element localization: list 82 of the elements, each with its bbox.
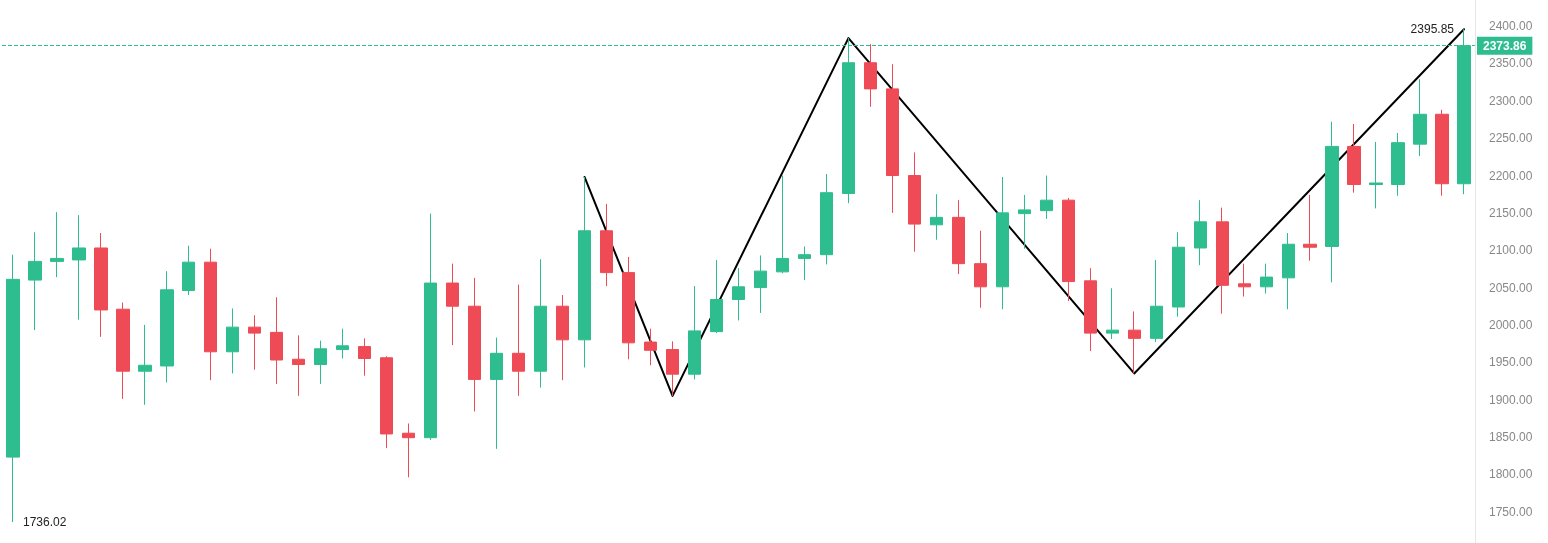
candlestick	[6, 254, 20, 523]
candlestick	[622, 256, 635, 360]
y-tick-label: 2050.00	[1489, 280, 1533, 295]
candlestick	[446, 263, 459, 346]
candlestick	[94, 232, 108, 338]
candlestick	[1369, 141, 1383, 209]
y-tick-label: 2250.00	[1489, 131, 1533, 146]
candlestick	[534, 258, 547, 389]
candlestick	[292, 334, 305, 397]
candlestick	[160, 270, 174, 383]
candlestick	[468, 277, 481, 413]
candlestick	[820, 173, 833, 265]
y-tick-label: 2350.00	[1489, 56, 1533, 71]
candlestick	[1040, 175, 1053, 220]
candlestick	[798, 245, 811, 281]
candlestick	[28, 231, 42, 331]
candlestick	[974, 230, 987, 309]
y-tick-label: 1900.00	[1489, 392, 1533, 407]
candlestick	[1172, 231, 1185, 318]
candlestick	[1194, 199, 1207, 266]
y-tick-label: 2400.00	[1489, 19, 1533, 34]
candlestick	[490, 337, 503, 450]
candlestick	[1084, 267, 1097, 352]
y-tick-label: 2000.00	[1489, 317, 1533, 332]
candlestick	[1216, 207, 1229, 315]
candlestick	[424, 213, 437, 441]
candlestick	[1282, 232, 1295, 310]
candlestick	[1106, 287, 1119, 340]
candlestick	[50, 211, 64, 278]
candlestick	[402, 423, 415, 478]
candlestick	[578, 176, 591, 368]
candlestick	[754, 254, 767, 314]
y-tick-label: 1950.00	[1489, 355, 1533, 370]
candlestick	[204, 248, 217, 381]
candlestick	[1062, 197, 1075, 302]
candlestick	[930, 193, 943, 241]
candlestick	[1128, 310, 1141, 374]
candlestick	[556, 294, 569, 381]
candlestick	[600, 203, 613, 287]
candlestick	[952, 199, 965, 275]
candlestick	[116, 302, 130, 400]
candlestick	[226, 307, 239, 374]
candlestick	[1413, 78, 1427, 157]
candlestick	[1150, 259, 1163, 343]
candlestick	[908, 151, 921, 253]
candlestick	[72, 214, 86, 321]
annotation: 1736.02	[22, 515, 67, 530]
candlestick	[512, 284, 525, 397]
candlestick	[710, 259, 723, 334]
ref-line-label: 2373.86	[1483, 38, 1527, 53]
candlestick	[644, 328, 657, 366]
candlestick	[1435, 109, 1449, 197]
candlestick	[358, 337, 371, 377]
candlestick	[1325, 121, 1339, 283]
candlestick	[996, 176, 1009, 310]
candlestick	[138, 324, 152, 406]
candlestick	[1018, 194, 1031, 250]
candlestick	[1391, 132, 1405, 197]
candlestick	[1303, 194, 1317, 262]
candlestick	[270, 296, 283, 385]
candlestick	[336, 328, 349, 360]
y-tick-label: 1800.00	[1489, 467, 1533, 482]
y-tick-label: 1750.00	[1489, 504, 1533, 519]
y-tick-label: 1850.00	[1489, 429, 1533, 444]
candlestick	[1347, 123, 1361, 194]
y-tick-label: 2150.00	[1489, 205, 1533, 220]
candlestick	[182, 245, 195, 296]
candlestick	[314, 340, 327, 385]
y-tick-label: 2100.00	[1489, 243, 1533, 258]
candlestick	[380, 355, 393, 449]
candlestick	[248, 314, 261, 371]
candlestick	[732, 267, 745, 321]
y-tick-label: 2300.00	[1489, 93, 1533, 108]
candlestick	[688, 285, 701, 380]
candlestick	[666, 340, 679, 397]
candlestick	[886, 63, 899, 214]
annotation: 2395.85	[1410, 22, 1455, 37]
candlestick	[1238, 263, 1251, 298]
candlestick	[776, 175, 789, 274]
candlestick	[1260, 263, 1273, 295]
candlestick	[864, 43, 877, 108]
y-tick-label: 2200.00	[1489, 168, 1533, 183]
